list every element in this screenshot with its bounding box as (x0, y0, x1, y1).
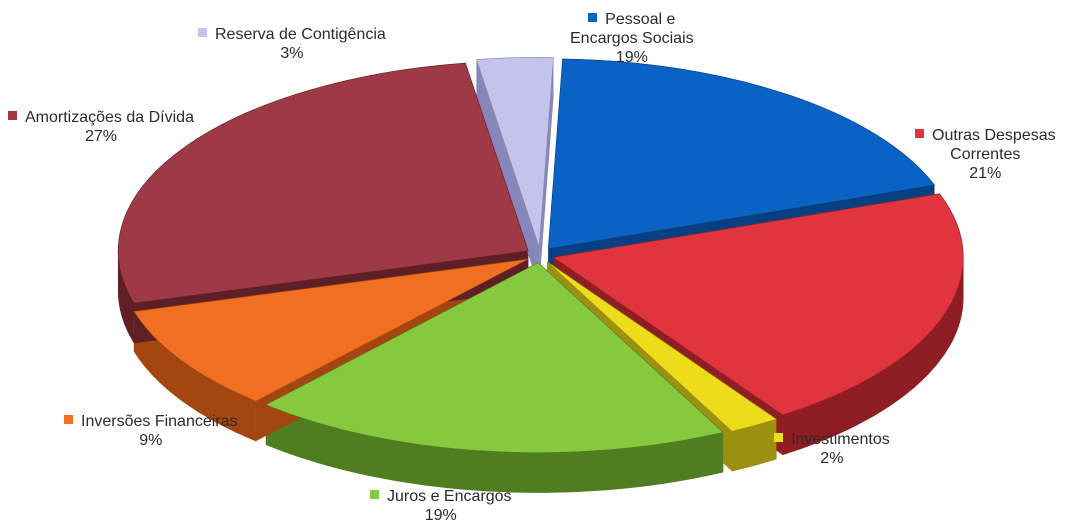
label-outras-despesas: Outras Despesas Correntes 21% (915, 126, 1056, 183)
legend-swatch-outras-despesas (915, 129, 924, 138)
legend-swatch-pessoal (588, 13, 598, 22)
legend-swatch-reserva (198, 28, 207, 37)
slice-5 (117, 62, 529, 304)
label-amortizacoes: Amortizações da Dívida 27% (8, 108, 194, 146)
legend-swatch-investimentos (774, 433, 783, 442)
slice-2 (546, 261, 778, 432)
legend-swatch-inversoes (64, 415, 73, 424)
slice-1 (552, 193, 964, 416)
slice-0 (547, 58, 936, 250)
label-pessoal: Pessoal e Encargos Sociais 19% (570, 11, 694, 66)
slice-side-6 (476, 59, 540, 288)
slice-3 (265, 262, 724, 453)
label-investimentos: Investimentos 2% (774, 430, 890, 468)
slice-side-6 (539, 57, 554, 288)
slice-tops (117, 57, 964, 453)
legend-swatch-juros (370, 490, 379, 499)
slice-4 (133, 258, 529, 402)
label-juros: Juros e Encargos 19% (370, 487, 512, 525)
legend-swatch-amortizacoes (8, 111, 17, 120)
label-reserva: Reserva de Contigência 3% (198, 25, 386, 63)
slice-6 (476, 57, 554, 248)
label-inversoes: Inversões Financeiras 9% (64, 412, 238, 450)
